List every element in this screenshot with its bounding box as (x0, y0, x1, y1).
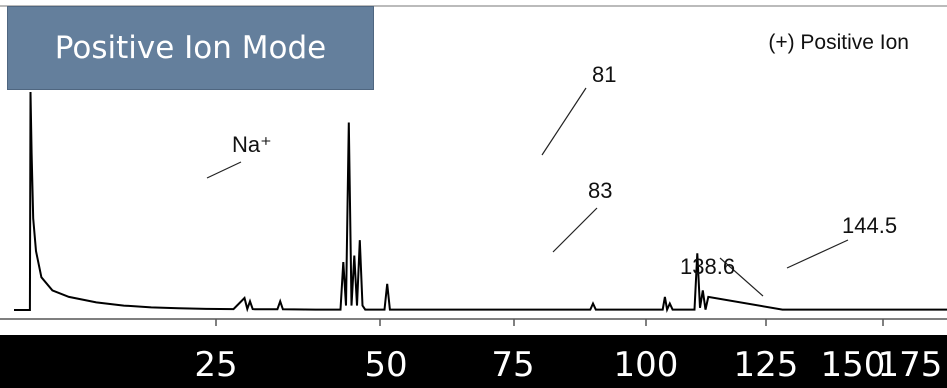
annotation-leader (552, 207, 598, 253)
annotation-leader (206, 161, 242, 179)
peak-label: 144.5 (842, 213, 897, 238)
peak-label: 83 (588, 178, 612, 203)
legend-label: (+) Positive Ion (768, 31, 909, 54)
annotation-leader (719, 257, 764, 297)
x-tick-label: 75 (491, 345, 534, 385)
x-tick-label: 100 (614, 345, 679, 385)
x-tick-label: 25 (194, 345, 237, 385)
peak-label: 138.6 (680, 254, 735, 279)
x-tick-label: 50 (364, 345, 407, 385)
x-tick-label: 150 (821, 345, 886, 385)
annotation-leader (541, 87, 587, 156)
spectrum-series-line (14, 91, 947, 314)
peak-label: 81 (592, 62, 616, 87)
series-layer (14, 91, 947, 314)
annotation-layer: Na⁺ 81 83 138.6 144.5 (206, 62, 897, 297)
annotation-leader (786, 239, 849, 269)
mode-badge-label: Positive Ion Mode (54, 30, 327, 66)
mode-badge: Positive Ion Mode (7, 6, 374, 90)
x-tick-label: 125 (734, 345, 799, 385)
peak-label: Na⁺ (232, 132, 272, 157)
x-tick-label: 175 (878, 345, 943, 385)
